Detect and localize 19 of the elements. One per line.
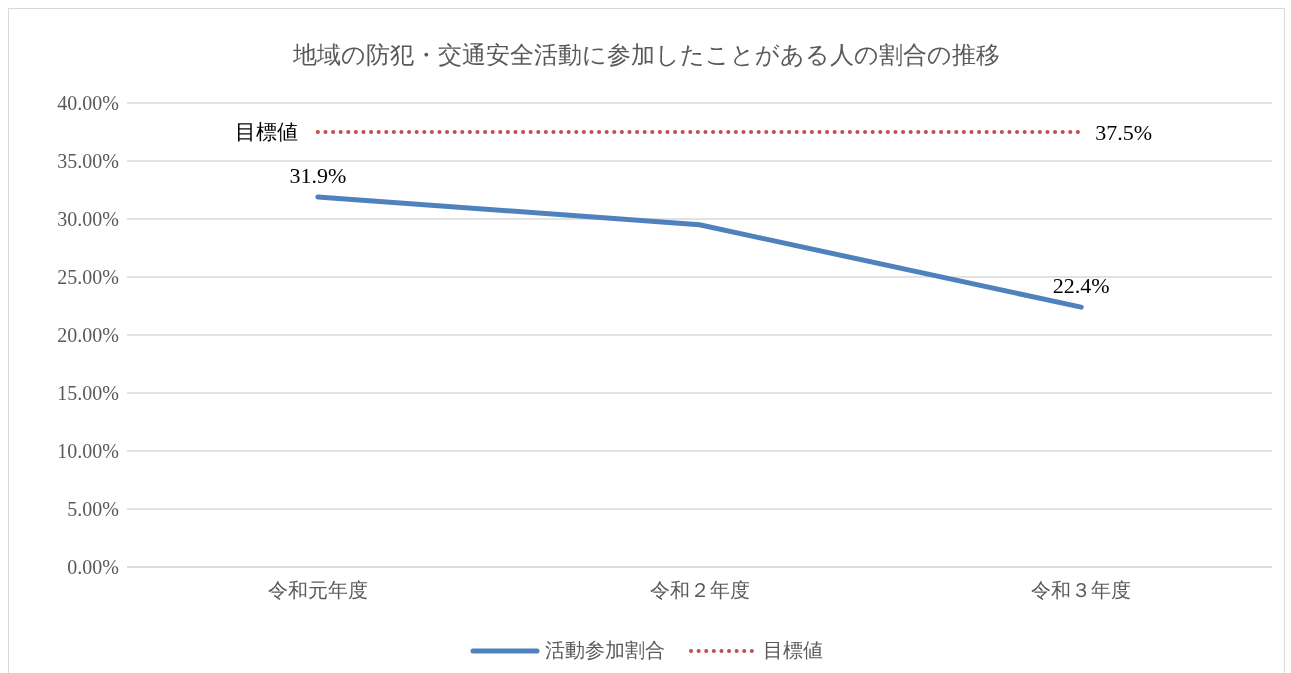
legend-label: 活動参加割合 — [543, 638, 665, 663]
chart-title: 地域の防犯・交通安全活動に参加したことがある人の割合の推移 — [292, 40, 1001, 70]
y-tick-label: 40.00% — [57, 92, 119, 115]
data-label: 37.5% — [1095, 120, 1152, 145]
annotation: 目標値 — [234, 120, 298, 144]
y-tick-label: 20.00% — [57, 324, 119, 347]
y-tick-label: 10.00% — [57, 440, 119, 463]
x-tick-label: 令和３年度 — [1031, 579, 1132, 602]
y-tick-label: 15.00% — [57, 382, 119, 405]
y-tick-label: 30.00% — [57, 208, 119, 231]
y-tick-label: 0.00% — [67, 556, 119, 579]
x-tick-label: 令和元年度 — [267, 579, 368, 602]
y-tick-label: 25.00% — [57, 266, 119, 289]
y-tick-label: 35.00% — [57, 150, 119, 173]
x-tick-label: 令和２年度 — [649, 579, 750, 602]
data-label: 22.4% — [1052, 273, 1110, 299]
legend-label: 目標値 — [761, 638, 823, 663]
data-label: 31.9% — [289, 162, 347, 188]
y-tick-label: 5.00% — [67, 498, 119, 521]
